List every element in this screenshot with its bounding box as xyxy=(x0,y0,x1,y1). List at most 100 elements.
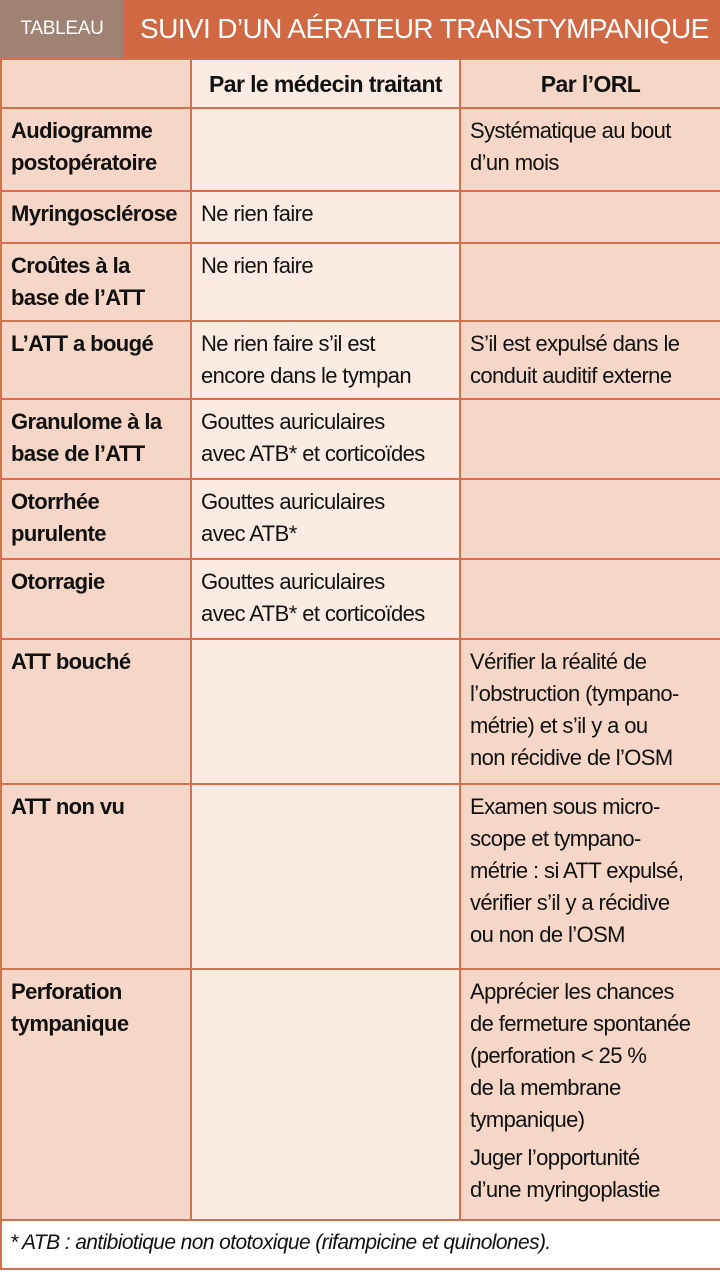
medecin-cell xyxy=(190,638,461,785)
cell-line: purulente xyxy=(11,521,106,546)
cell-line: vérifier s’il y a récidive xyxy=(470,890,670,915)
medecin-cell: Gouttes auriculaires avec ATB* et cortico… xyxy=(190,558,461,640)
cell-line: Ne rien faire xyxy=(201,201,314,226)
cell-line: base de l’ATT xyxy=(11,441,145,466)
orl-cell xyxy=(459,478,720,560)
cell-line: non récidive de l’OSM xyxy=(470,745,673,770)
cell-line: de la membrane xyxy=(470,1075,621,1100)
table-title-bar: TABLEAU SUIVI D’UN AÉRATEUR TRANSTYMPANI… xyxy=(0,0,720,58)
cell-line: Perforation xyxy=(11,979,122,1004)
orl-paragraph: Juger l’opportunité d’une myringoplastie xyxy=(470,1142,711,1206)
cell-line: ATT bouché xyxy=(11,649,131,674)
cell-line: (perforation < 25 % xyxy=(470,1043,647,1068)
cell-line: tympanique) xyxy=(470,1107,585,1132)
orl-cell xyxy=(459,558,720,640)
row-label: Otorragie xyxy=(0,558,192,640)
cell-line: d’une myringoplastie xyxy=(470,1177,660,1202)
table-row: Otorragie Gouttes auriculaires avec ATB* e… xyxy=(0,558,720,640)
cell-line: Audiogramme xyxy=(11,118,153,143)
cell-line: Otorrhée xyxy=(11,489,100,514)
orl-cell: S’il est expulsé dans le conduit auditif … xyxy=(459,320,720,400)
row-label: Myringosclérose xyxy=(0,190,192,244)
cell-line: avec ATB* xyxy=(201,521,297,546)
row-label: Granulome à la base de l’ATT xyxy=(0,398,192,480)
row-label: Perforation tympanique xyxy=(0,968,192,1221)
orl-cell: Systématique au bout d’un mois xyxy=(459,107,720,192)
footnote: * ATB : antibiotique non ototoxique (rif… xyxy=(10,1231,551,1254)
table-row: L’ATT a bougé Ne rien faire s’il est encor… xyxy=(0,320,720,400)
medecin-cell: Ne rien faire xyxy=(190,190,461,244)
column-header-medecin: Par le médecin traitant xyxy=(190,58,461,109)
table-row: ATT non vu Examen sous micro-scope et tym… xyxy=(0,783,720,970)
follow-up-table: Par le médecin traitant Par l’ORL Audiog… xyxy=(0,58,720,1221)
column-header-row: Par le médecin traitant Par l’ORL xyxy=(0,58,720,109)
medecin-cell: Gouttes auriculaires avec ATB* xyxy=(190,478,461,560)
table-title: SUIVI D’UN AÉRATEUR TRANSTYMPANIQUE xyxy=(140,13,709,44)
medecin-cell: Ne rien faire s’il est encore dans le tym… xyxy=(190,320,461,400)
orl-paragraph: Examen sous micro-scope et tympano-métri… xyxy=(470,791,711,951)
column-header-orl: Par l’ORL xyxy=(459,58,720,109)
table-row: Otorrhée purulente Gouttes auriculaires ave… xyxy=(0,478,720,560)
orl-paragraph: Systématique au bout d’un mois xyxy=(470,115,711,179)
cell-line: Gouttes auriculaires xyxy=(201,569,385,594)
column-header-empty xyxy=(0,58,192,109)
medecin-cell xyxy=(190,107,461,192)
cell-line: de fermeture spontanée xyxy=(470,1011,691,1036)
cell-line: Ne rien faire s’il est xyxy=(201,331,375,356)
table-row: Perforation tympanique Apprécier les chanc… xyxy=(0,968,720,1221)
cell-line: base de l’ATT xyxy=(11,285,145,310)
cell-line: métrie) et s’il y a ou xyxy=(470,713,648,738)
cell-line: Myringosclérose xyxy=(11,201,177,226)
cell-line: l’obstruction (tympano- xyxy=(470,681,679,706)
cell-line: Croûtes à la xyxy=(11,253,130,278)
cell-line: conduit auditif externe xyxy=(470,363,672,388)
cell-line: Vérifier la réalité de xyxy=(470,649,647,674)
cell-line: Juger l’opportunité xyxy=(470,1145,640,1170)
medecin-cell xyxy=(190,968,461,1221)
row-label: ATT non vu xyxy=(0,783,192,970)
medecin-cell xyxy=(190,783,461,970)
cell-line: encore dans le tympan xyxy=(201,363,412,388)
cell-line: ATT non vu xyxy=(11,794,125,819)
cell-line: Otorragie xyxy=(11,569,105,594)
cell-line: Gouttes auriculaires xyxy=(201,409,385,434)
cell-line: postopératoire xyxy=(11,150,157,175)
cell-line: avec ATB* et corticoïdes xyxy=(201,441,425,466)
cell-line: avec ATB* et corticoïdes xyxy=(201,601,425,626)
table-row: Croûtes à la base de l’ATT Ne rien faire xyxy=(0,242,720,322)
orl-cell: Apprécier les chances de fermeture sponta… xyxy=(459,968,720,1221)
table-row: Myringosclérose Ne rien faire xyxy=(0,190,720,244)
table-row: Granulome à la base de l’ATT Gouttes auric… xyxy=(0,398,720,480)
row-label: Otorrhée purulente xyxy=(0,478,192,560)
orl-cell: Examen sous micro-scope et tympano-métri… xyxy=(459,783,720,970)
cell-line: Apprécier les chances xyxy=(470,979,674,1004)
cell-line: S’il est expulsé dans le xyxy=(470,331,680,356)
medecin-cell: Gouttes auriculaires avec ATB* et cortico… xyxy=(190,398,461,480)
row-label: Croûtes à la base de l’ATT xyxy=(0,242,192,322)
cell-line: Systématique au bout xyxy=(470,118,671,143)
orl-cell xyxy=(459,242,720,322)
orl-paragraph: Vérifier la réalité de l’obstruction (tym… xyxy=(470,646,711,774)
cell-line: tympanique xyxy=(11,1011,129,1036)
cell-line: L’ATT a bougé xyxy=(11,331,154,356)
orl-paragraph: S’il est expulsé dans le conduit auditif … xyxy=(470,328,711,392)
orl-cell: Vérifier la réalité de l’obstruction (tym… xyxy=(459,638,720,785)
medecin-cell: Ne rien faire xyxy=(190,242,461,322)
orl-cell xyxy=(459,190,720,244)
row-label: Audiogramme postopératoire xyxy=(0,107,192,192)
cell-line: ou non de l’OSM xyxy=(470,922,625,947)
cell-line: d’un mois xyxy=(470,150,559,175)
cell-line: Examen sous micro- xyxy=(470,794,660,819)
cell-line: Gouttes auriculaires xyxy=(201,489,385,514)
orl-paragraph: Apprécier les chances de fermeture sponta… xyxy=(470,976,711,1136)
row-label: ATT bouché xyxy=(0,638,192,785)
cell-line: métrie : si ATT expulsé, xyxy=(470,858,684,883)
orl-cell xyxy=(459,398,720,480)
cell-line: Ne rien faire xyxy=(201,253,314,278)
table-tag: TABLEAU xyxy=(0,0,124,58)
cell-line: scope et tympano- xyxy=(470,826,641,851)
table-row: Audiogramme postopératoire Systématique au… xyxy=(0,107,720,192)
row-label: L’ATT a bougé xyxy=(0,320,192,400)
table-row: ATT bouché Vérifier la réalité de l’obstru… xyxy=(0,638,720,785)
cell-line: Granulome à la xyxy=(11,409,162,434)
